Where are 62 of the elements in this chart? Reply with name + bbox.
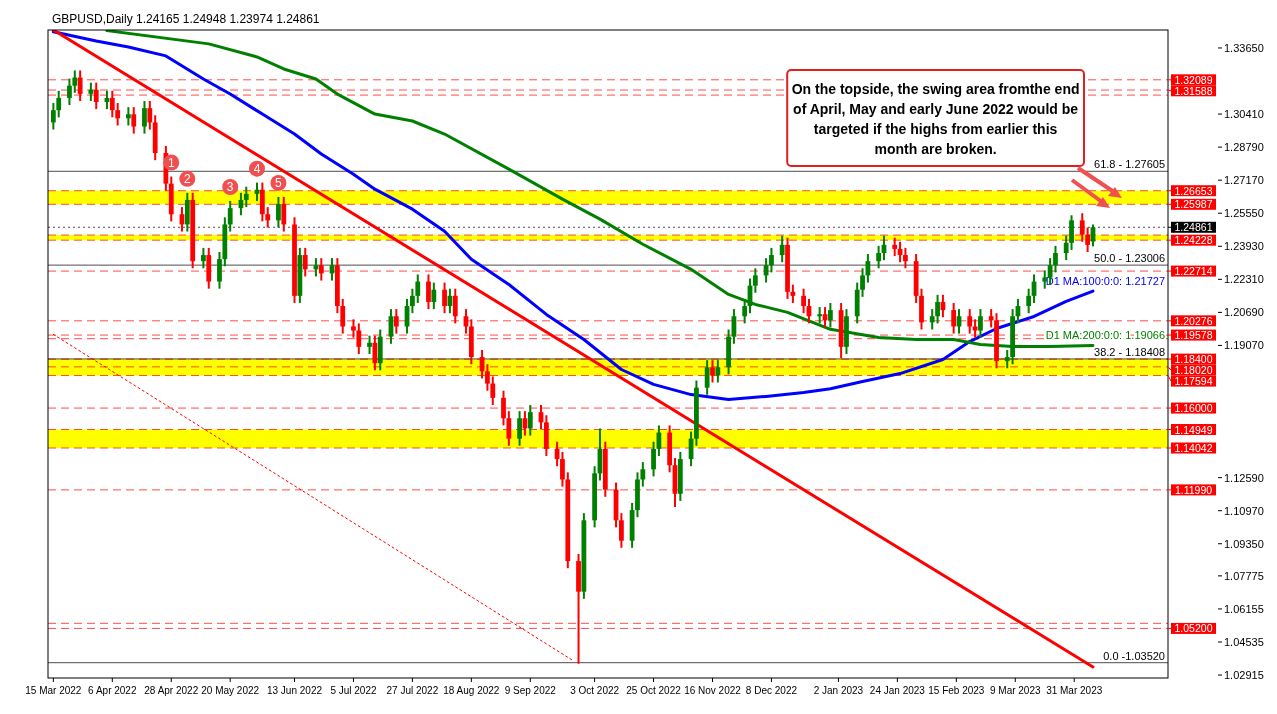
x-tick-label: 18 Aug 2022 xyxy=(443,685,500,696)
x-tick-label: 8 Dec 2022 xyxy=(745,685,798,696)
x-tick-label: 9 Mar 2023 xyxy=(989,685,1041,696)
x-tick-label: 20 May 2022 xyxy=(201,685,260,696)
ref-line-label: 1.17594 xyxy=(1174,375,1213,388)
y-tick-label: 1.22310 xyxy=(1224,273,1264,286)
y-tick-label: 1.07775 xyxy=(1224,569,1264,582)
ref-line-label: 1.18400 xyxy=(1174,353,1213,366)
ref-line-label: 1.25987 xyxy=(1174,198,1213,211)
ref-line-label: 1.32089 xyxy=(1174,73,1213,86)
annotation: On the topside, the swing area fromthe end of April, May and early June 2022 would be targeted if the highs from earlier this month are broken. xyxy=(791,81,1080,157)
y-tick-label: 1.09350 xyxy=(1224,537,1264,550)
x-tick-label: 31 Mar 2023 xyxy=(1046,685,1103,696)
x-tick-label: 6 Apr 2022 xyxy=(88,685,137,696)
annotation: 3 xyxy=(226,180,234,194)
x-tick-label: 5 Jul 2022 xyxy=(330,685,377,696)
y-tick-label: 1.27170 xyxy=(1224,174,1264,187)
x-tick-label: 28 Apr 2022 xyxy=(144,685,199,696)
annotation: 1 xyxy=(167,155,175,170)
annotation: 5 xyxy=(275,175,283,190)
annotation: 4 xyxy=(253,161,261,176)
y-tick-label: 1.06155 xyxy=(1224,602,1264,615)
x-tick-label: 13 Jun 2022 xyxy=(266,685,323,696)
y-tick-label: 1.02915 xyxy=(1224,669,1264,682)
ref-line-label: 1.26653 xyxy=(1174,184,1213,197)
ref-line-label: 1.16000 xyxy=(1174,402,1213,415)
ref-line-label: 1.20276 xyxy=(1174,314,1213,327)
ref-line-label: 1.24228 xyxy=(1174,234,1213,247)
x-tick-label: 15 Feb 2023 xyxy=(928,685,985,696)
x-tick-label: 27 Jul 2022 xyxy=(386,685,439,696)
y-tick-label: 1.33650 xyxy=(1224,41,1264,54)
ref-line-label: 1.14042 xyxy=(1174,442,1213,455)
x-tick-label: 15 Mar 2022 xyxy=(25,685,82,696)
y-tick-label: 1.30410 xyxy=(1224,108,1264,121)
x-tick-label: 25 Oct 2022 xyxy=(626,685,682,696)
y-tick-label: 1.12590 xyxy=(1224,471,1264,484)
y-tick-label: 1.19070 xyxy=(1224,339,1264,352)
ref-line-label: 1.05200 xyxy=(1174,622,1213,635)
y-tick-label: 1.04535 xyxy=(1224,635,1264,648)
annotation: 0.0 -1.03520 xyxy=(1103,649,1165,662)
annotation: 2 xyxy=(183,171,191,186)
chart-title: GBPUSD,Daily 1.24165 1.24948 1.23974 1.24861 xyxy=(52,12,320,26)
y-tick-label: 1.10970 xyxy=(1224,504,1264,517)
ref-line-label: 1.31588 xyxy=(1174,84,1213,97)
x-tick-label: 9 Sep 2022 xyxy=(504,685,557,696)
ref-line-label: 1.24861 xyxy=(1174,221,1213,234)
x-tick-label: 3 Oct 2022 xyxy=(570,685,620,696)
y-tick-label: 1.23930 xyxy=(1224,240,1264,253)
annotation: 50.0 - 1.23006 xyxy=(1094,252,1165,265)
y-tick-label: 1.28790 xyxy=(1224,141,1264,154)
ref-line-label: 1.11990 xyxy=(1174,483,1213,496)
x-tick-label: 16 Nov 2022 xyxy=(684,685,742,696)
ref-line-label: 1.14949 xyxy=(1174,423,1213,436)
x-tick-label: 2 Jan 2023 xyxy=(813,685,864,696)
ref-line-label: 1.18020 xyxy=(1174,364,1213,377)
ref-line-label: 1.19578 xyxy=(1174,329,1213,342)
y-tick-label: 1.20690 xyxy=(1224,306,1264,319)
y-tick-label: 1.25550 xyxy=(1224,207,1264,220)
annotation: 61.8 - 1.27605 xyxy=(1094,158,1165,171)
ref-line-label: 1.22714 xyxy=(1174,265,1213,278)
x-tick-label: 24 Jan 2023 xyxy=(869,685,926,696)
annotation: 38.2 - 1.18408 xyxy=(1094,345,1165,358)
